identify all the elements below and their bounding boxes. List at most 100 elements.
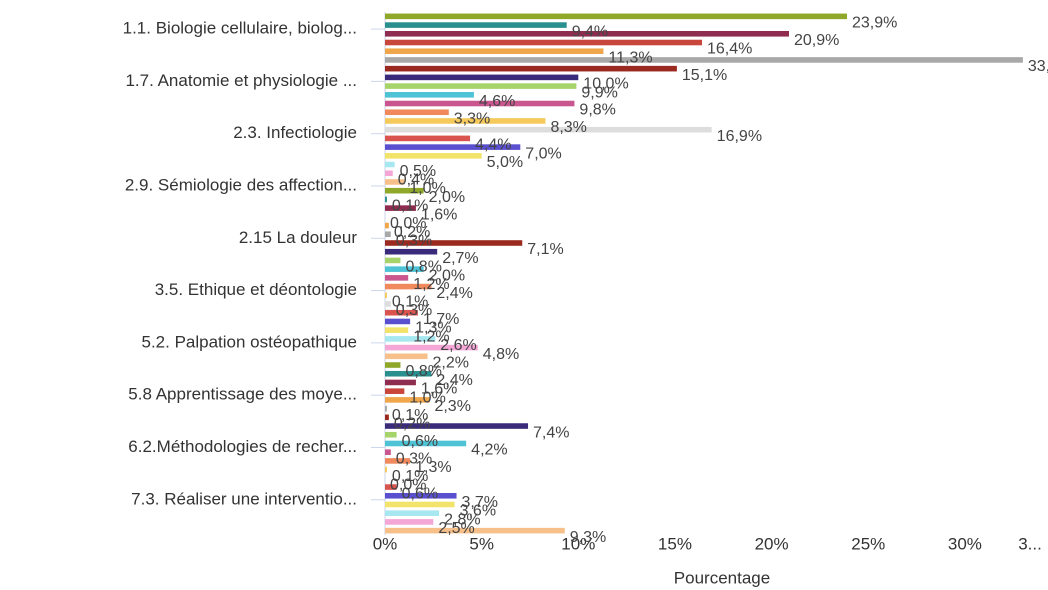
value-label: 0,2% bbox=[394, 416, 430, 433]
bar bbox=[385, 327, 409, 333]
bar bbox=[385, 205, 416, 211]
y-tick-label: 2.9. Sémiologie des affection... bbox=[125, 175, 357, 194]
value-label: 3,6% bbox=[460, 503, 496, 520]
value-label: 9,9% bbox=[581, 84, 617, 101]
value-label: 7,0% bbox=[525, 145, 561, 162]
bar bbox=[385, 492, 457, 499]
bar bbox=[385, 405, 387, 412]
value-label: 2,0% bbox=[429, 189, 465, 206]
value-label: 1,6% bbox=[421, 206, 457, 223]
x-tick-label: 25% bbox=[851, 534, 885, 553]
bar bbox=[385, 92, 474, 98]
value-label: 7,1% bbox=[527, 241, 563, 258]
bar bbox=[385, 466, 387, 473]
bar bbox=[385, 266, 424, 272]
value-label: 0,1% bbox=[392, 468, 428, 485]
value-label: 16,9% bbox=[717, 128, 762, 145]
value-label: 1,2% bbox=[413, 276, 449, 293]
value-label: 20,9% bbox=[794, 32, 839, 49]
y-tick-label: 3.5. Ethique et déontologie bbox=[155, 280, 357, 299]
value-label: 2,7% bbox=[442, 250, 478, 267]
bar bbox=[385, 275, 409, 281]
value-label: 11,3% bbox=[608, 49, 652, 66]
value-label: 2,3% bbox=[434, 398, 470, 415]
bar bbox=[385, 388, 405, 394]
bar bbox=[385, 301, 391, 307]
value-label: 9,8% bbox=[579, 102, 615, 119]
value-label: 2,0% bbox=[429, 267, 465, 284]
bar bbox=[385, 161, 395, 168]
bar bbox=[385, 100, 575, 107]
value-label: 16,4% bbox=[707, 41, 752, 58]
value-label: 33,0% bbox=[1028, 58, 1048, 75]
bar bbox=[385, 57, 1023, 63]
value-label: 8,3% bbox=[550, 119, 586, 136]
value-label: 4,8% bbox=[483, 346, 519, 363]
value-label: 9,4% bbox=[572, 23, 608, 40]
bar bbox=[385, 83, 577, 89]
bar bbox=[385, 31, 789, 37]
value-label: 2,2% bbox=[433, 355, 469, 372]
value-label: 0,1% bbox=[392, 407, 428, 424]
bar bbox=[385, 74, 579, 81]
value-label: 0,4% bbox=[398, 171, 434, 188]
value-label: 2,4% bbox=[436, 285, 472, 302]
value-label: 1,3% bbox=[415, 459, 451, 476]
value-label: 0,0% bbox=[390, 215, 426, 232]
bar bbox=[385, 527, 565, 534]
value-label: 9,3% bbox=[570, 529, 606, 546]
value-label: 1,6% bbox=[421, 381, 457, 398]
bar bbox=[385, 222, 389, 229]
bar bbox=[385, 153, 482, 159]
y-tick-label: 2.3. Infectiologie bbox=[233, 123, 357, 142]
bar bbox=[385, 13, 847, 20]
bar bbox=[385, 353, 428, 360]
bar bbox=[385, 309, 418, 316]
bar bbox=[385, 248, 438, 255]
value-label: 0,3% bbox=[396, 302, 432, 319]
bar bbox=[385, 231, 391, 238]
x-tick-label: 5% bbox=[469, 534, 494, 553]
bar bbox=[385, 431, 397, 438]
bar bbox=[385, 135, 471, 142]
x-tick-label: 10% bbox=[561, 534, 595, 553]
value-label: 1,0% bbox=[409, 180, 445, 197]
x-tick-label: 0% bbox=[373, 534, 398, 553]
value-label: 1,3% bbox=[415, 320, 451, 337]
bar bbox=[385, 283, 432, 290]
bar bbox=[385, 397, 430, 403]
value-label: 2,8% bbox=[444, 511, 480, 528]
y-tick-label: 1.7. Anatomie et physiologie ... bbox=[125, 71, 357, 90]
value-label: 5,0% bbox=[487, 154, 523, 171]
bar bbox=[385, 336, 436, 342]
y-tick-label: 5.8 Apprentissage des moye... bbox=[128, 385, 357, 404]
bar bbox=[385, 170, 393, 177]
bar bbox=[385, 344, 478, 351]
value-label: 2,5% bbox=[438, 520, 474, 537]
x-tick-label: 20% bbox=[755, 534, 789, 553]
bar bbox=[385, 292, 387, 299]
value-label: 3,3% bbox=[454, 110, 490, 127]
bar bbox=[385, 501, 455, 508]
bar bbox=[385, 144, 521, 150]
value-label: 0,0% bbox=[390, 477, 426, 494]
value-label: 7,4% bbox=[533, 424, 569, 441]
bar bbox=[385, 179, 405, 185]
bar bbox=[385, 423, 529, 429]
value-label: 10,0% bbox=[583, 76, 628, 93]
value-label: 3,7% bbox=[462, 494, 498, 511]
bar bbox=[385, 22, 567, 28]
x-tick-label: 3... bbox=[1018, 534, 1042, 553]
bar bbox=[385, 65, 677, 72]
value-label: 0,3% bbox=[396, 232, 432, 249]
bar bbox=[385, 318, 411, 325]
bar bbox=[385, 458, 411, 464]
bar bbox=[385, 379, 416, 386]
value-label: 4,6% bbox=[479, 93, 515, 110]
bar bbox=[385, 414, 389, 421]
bar bbox=[385, 449, 391, 455]
value-label: 1,7% bbox=[423, 311, 459, 328]
bar bbox=[385, 39, 703, 46]
value-label: 0,8% bbox=[405, 259, 441, 276]
bar bbox=[385, 196, 387, 203]
